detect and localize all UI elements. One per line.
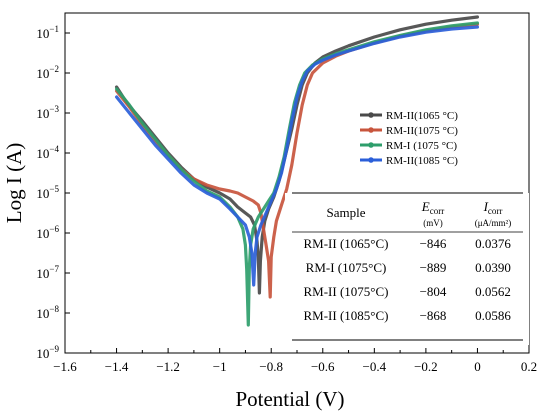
table-cell-ecorr: −804	[420, 284, 447, 299]
x-tick-label: 0	[474, 359, 481, 374]
legend-marker	[368, 157, 374, 163]
legend-marker	[368, 112, 374, 118]
x-tick-label: −1.2	[156, 359, 180, 374]
x-tick-label: −0.4	[363, 359, 387, 374]
x-tick-label: −1.4	[105, 359, 129, 374]
table-cell-icorr: 0.0586	[475, 308, 511, 323]
y-axis-label: Log I (A)	[2, 143, 26, 223]
legend-marker	[368, 127, 374, 133]
y-axis-ticks: 10−1 10−2 10−3 10−4 10−5 10−6 10−7 10−8 10−9	[36, 24, 70, 361]
table-header-sample: Sample	[327, 205, 366, 220]
ecorr-symbol: E	[421, 199, 430, 214]
table-cell-icorr: 0.0390	[475, 260, 511, 275]
y-tick-label: 10−6	[36, 224, 59, 241]
legend-label: RM-II(1085 °C)	[386, 155, 458, 167]
legend-label: RM-I (1075 °C)	[386, 140, 457, 152]
table-row: RM-II (1085°C) −868 0.0586	[304, 308, 512, 323]
x-tick-label: 0.2	[521, 359, 537, 374]
series-layer	[115, 15, 479, 327]
table-cell-icorr: 0.0376	[475, 236, 511, 251]
table-row: RM-II (1075°C) −804 0.0562	[304, 284, 511, 299]
x-tick-label: −1	[213, 359, 227, 374]
y-tick-label: 10−5	[36, 184, 59, 201]
y-tick-label: 10−8	[36, 304, 59, 321]
legend: RM-II(1065 °C) RM-II(1075 °C) RM-I (1075 °…	[360, 110, 458, 167]
y-tick-label: 10−4	[36, 144, 59, 161]
x-tick-label: −0.6	[311, 359, 335, 374]
table-cell-ecorr: −889	[420, 260, 447, 275]
y-tick-label: 10−9	[36, 344, 59, 361]
ecorr-subscript: corr	[430, 206, 445, 216]
table-cell-ecorr: −846	[420, 236, 447, 251]
table-cell-sample: RM-II (1075°C)	[304, 284, 389, 299]
x-axis-ticks: −1.6 −1.4 −1.2 −1 −0.8 −0.6 −0.4 −0.2 0 0.2	[53, 348, 537, 374]
icorr-subscript: corr	[488, 206, 503, 216]
table-cell-icorr: 0.0562	[475, 284, 511, 299]
legend-marker	[368, 142, 374, 148]
table-cell-sample: RM-I (1075°C)	[306, 260, 387, 275]
y-tick-label: 10−3	[36, 104, 59, 121]
y-tick-label: 10−1	[36, 24, 59, 41]
y-tick-label: 10−7	[36, 264, 59, 281]
table-header-ecorr: Ecorr	[421, 199, 444, 216]
x-axis-label: Potential (V)	[235, 387, 344, 411]
legend-label: RM-II(1075 °C)	[386, 125, 458, 137]
table-cell-sample: RM-II (1065°C)	[304, 236, 389, 251]
icorr-symbol: I	[483, 199, 489, 214]
table-row: RM-II (1065°C) −846 0.0376	[304, 236, 512, 251]
table-background	[285, 193, 529, 345]
x-tick-label: −0.8	[259, 359, 283, 374]
table-row: RM-I (1075°C) −889 0.0390	[306, 260, 511, 275]
table-cell-ecorr: −868	[420, 308, 447, 323]
table-header-icorr: Icorr	[483, 199, 503, 216]
table-cell-sample: RM-II (1085°C)	[304, 308, 389, 323]
y-tick-label: 10−2	[36, 64, 59, 81]
series-line	[115, 25, 479, 287]
legend-label: RM-II(1065 °C)	[386, 110, 458, 122]
table-header-icorr-unit: (μA/mm²)	[475, 218, 512, 228]
corrosion-parameters-table: Sample Ecorr (mV) Icorr (μA/mm²) RM-II (…	[285, 192, 529, 345]
x-tick-label: −1.6	[53, 359, 77, 374]
x-tick-label: −0.2	[414, 359, 438, 374]
table-header-ecorr-unit: (mV)	[423, 218, 443, 228]
